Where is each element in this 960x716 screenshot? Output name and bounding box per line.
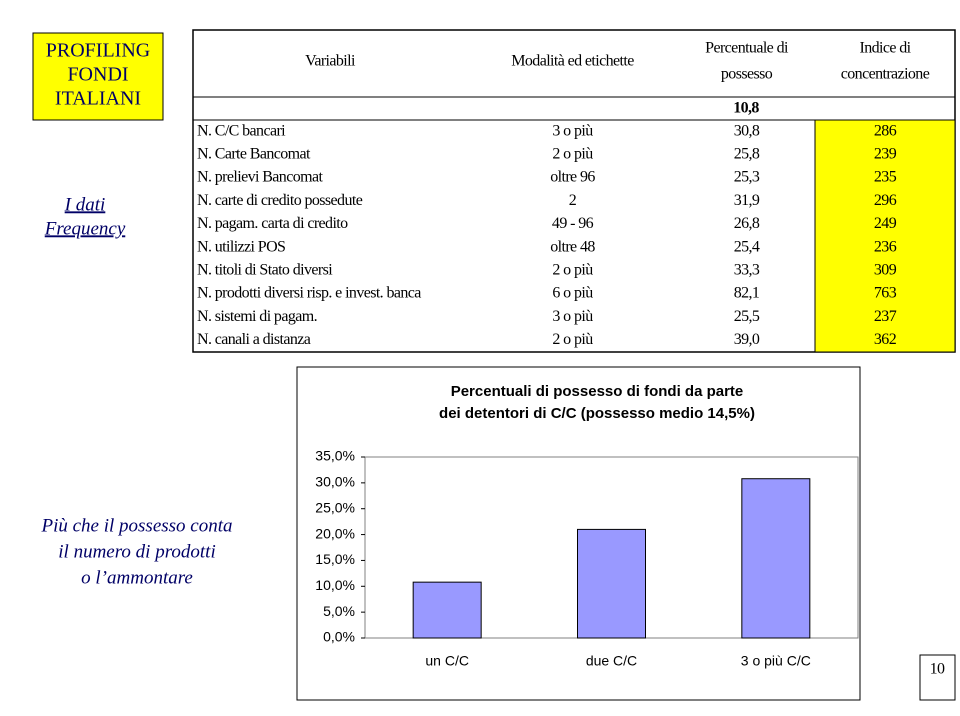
table-cell: N. sistemi di pagam. [197, 308, 317, 325]
table-cell: 2 o più [552, 145, 593, 162]
table-cell: N. C/C bancari [197, 122, 286, 139]
table-cell: N. utilizzi POS [197, 238, 285, 255]
index-column [814, 119, 956, 353]
table-cell: 6 o più [552, 285, 593, 302]
column-header: Percentuale di [705, 40, 789, 57]
bar [577, 528, 646, 639]
bar [741, 478, 811, 639]
column-header: Variabili [305, 53, 356, 70]
chart-title: Percentuali di possesso di fondi da part… [451, 383, 744, 400]
slide-title: FONDI [67, 64, 128, 86]
note: o l’ammontare [81, 567, 193, 588]
table-cell: N. prodotti diversi risp. e invest. banc… [197, 285, 421, 302]
table-cell: 2 o più [552, 261, 593, 278]
table-cell: 31,9 [734, 192, 760, 209]
column-header: possesso [721, 66, 773, 83]
note: il numero di prodotti [58, 541, 215, 562]
section-label: Frequency [44, 218, 126, 239]
table-cell: N. Carte Bancomat [197, 145, 311, 162]
page-number: 10 [930, 661, 945, 678]
slide-title: PROFILING [46, 40, 150, 62]
section-label: I dati [64, 194, 106, 215]
table-cell: 26,8 [734, 215, 760, 232]
table-cell: 30,8 [734, 122, 760, 139]
table-cell: 249 [874, 215, 897, 232]
column-header: concentrazione [841, 66, 930, 83]
table-cell: 2 [569, 192, 577, 209]
table-cell: 309 [874, 261, 897, 278]
title-box [32, 32, 164, 121]
table-cell: 82,1 [734, 285, 760, 302]
y-tick-label: 20,0% [315, 525, 355, 541]
table-cell: N. pagam. carta di credito [197, 215, 348, 232]
column-header: Indice di [859, 40, 911, 57]
column-header: Modalità ed etichette [511, 53, 634, 70]
slide-title: ITALIANI [55, 88, 141, 110]
table-cell: oltre 96 [550, 169, 595, 186]
table-cell: 296 [874, 192, 897, 209]
table-cell: 362 [874, 331, 897, 348]
table-cell: N. canali a distanza [197, 331, 311, 348]
y-tick-label: 5,0% [323, 603, 355, 619]
x-tick-label: un C/C [425, 653, 469, 669]
table-cell: 237 [874, 308, 897, 325]
table-cell: N. prelievi Bancomat [197, 169, 323, 186]
table-cell: N. carte di credito possedute [197, 192, 363, 209]
table-cell: 239 [874, 145, 897, 162]
y-tick-label: 10,0% [315, 577, 355, 593]
table-cell: 25,8 [734, 145, 760, 162]
y-tick-label: 15,0% [315, 551, 355, 567]
bar [412, 581, 482, 639]
table-cell: 763 [874, 285, 897, 302]
y-tick-label: 25,0% [315, 499, 355, 515]
table-cell: 39,0 [734, 331, 760, 348]
x-tick-label: 3 o più C/C [741, 653, 811, 669]
table-cell: 25,4 [734, 238, 760, 255]
table-cell: 235 [874, 169, 897, 186]
page-number-box [919, 654, 956, 701]
note: Più che il possesso conta [40, 515, 232, 536]
base-value: 10,8 [733, 100, 759, 117]
chart-title: dei detentori di C/C (possesso medio 14,… [439, 405, 755, 422]
table-cell: N. titoli di Stato diversi [197, 261, 333, 278]
table-cell: 3 o più [552, 308, 593, 325]
table-cell: 49 - 96 [552, 215, 594, 232]
table-cell: 236 [874, 238, 897, 255]
table-cell: 33,3 [734, 261, 760, 278]
table-cell: 25,3 [734, 169, 760, 186]
y-tick-label: 35,0% [315, 448, 355, 464]
table-cell: 2 o più [552, 331, 593, 348]
table-cell: 3 o più [552, 122, 593, 139]
y-tick-label: 0,0% [323, 629, 355, 645]
table-cell: 286 [874, 122, 897, 139]
table-cell: 25,5 [734, 308, 760, 325]
table-cell: oltre 48 [550, 238, 595, 255]
y-tick-label: 30,0% [315, 474, 355, 490]
x-tick-label: due C/C [586, 653, 637, 669]
